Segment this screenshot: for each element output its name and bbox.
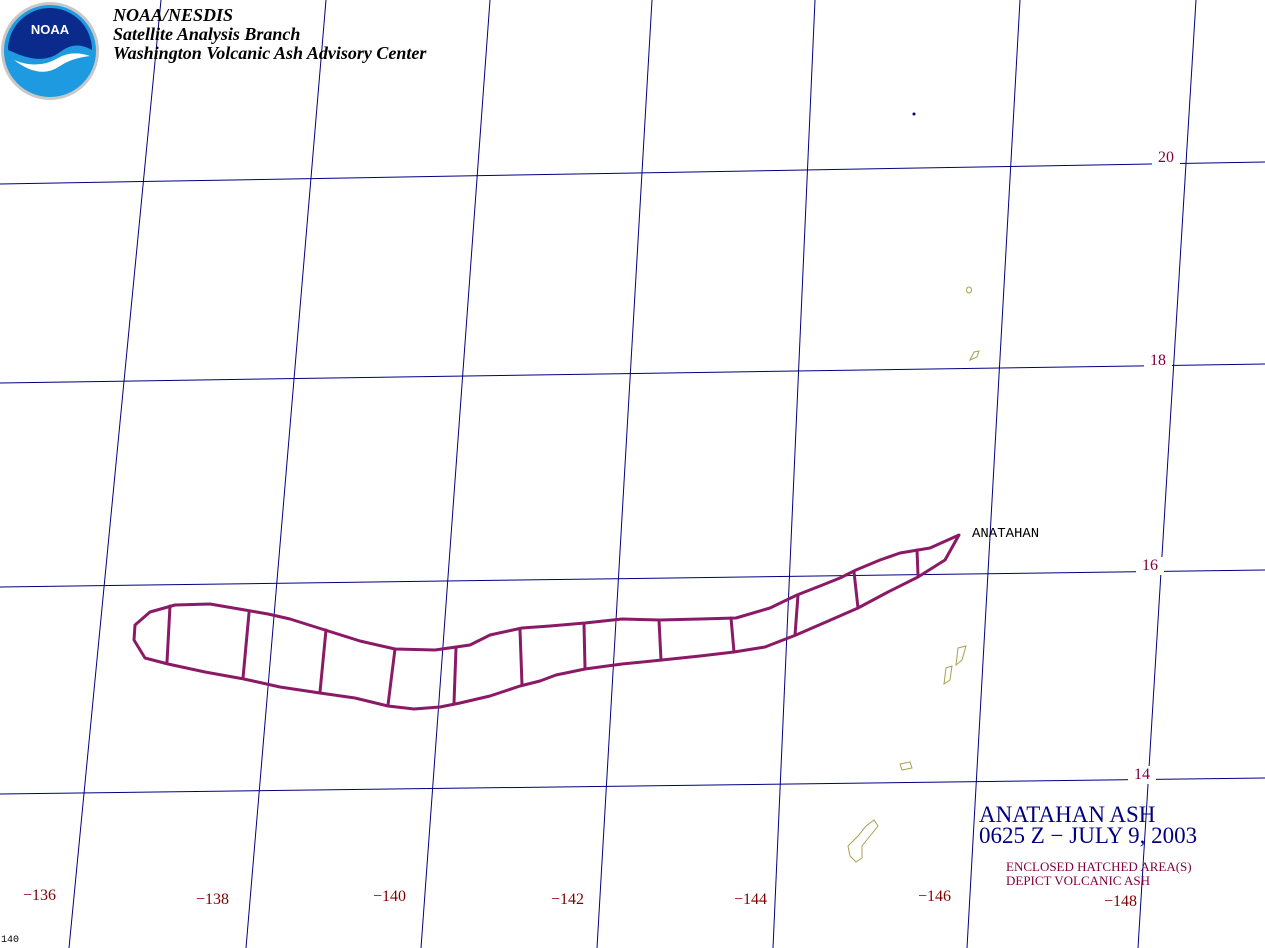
ash-plume-outline [132, 533, 961, 711]
hatch-line [582, 622, 587, 670]
island-guam [847, 819, 879, 863]
hatch-line [386, 647, 397, 707]
hatch-line [318, 628, 328, 694]
header-center: Washington Volcanic Ash Advisory Center [113, 43, 427, 63]
noaa-logo-text: NOAA [31, 22, 70, 37]
lon-line-148 [1137, 0, 1197, 948]
header-agency: NOAA/NESDIS [113, 5, 234, 25]
lon-line-146 [966, 0, 1021, 948]
island-north [912, 112, 916, 116]
latitude-grid [0, 161, 1265, 795]
lon-line-144 [772, 0, 816, 948]
lon-label-140: −140 [373, 888, 407, 905]
island-tinian [943, 665, 953, 686]
hatch-line [852, 570, 860, 610]
ash-hatch-lines [165, 548, 920, 707]
lat-line-16 [0, 569, 1265, 588]
lon-label-136: −136 [23, 887, 57, 904]
lon-label-144: −144 [734, 891, 768, 908]
lat-line-18 [0, 363, 1265, 384]
lat-label-14: 14 [1128, 766, 1156, 784]
noaa-logo-top [8, 8, 92, 59]
lon-line-140 [420, 0, 491, 948]
hatch-line [241, 611, 251, 680]
lon-line-138 [245, 0, 327, 948]
lon-label-146: −146 [918, 888, 952, 905]
island-rota [899, 761, 913, 771]
volcano-label: ANATAHAN [972, 526, 1040, 542]
lat-label-18: 18 [1144, 352, 1172, 370]
lon-label-142: −142 [551, 891, 585, 908]
noaa-logo: NOAA [1, 2, 99, 100]
lon-label-148: −148 [1104, 893, 1138, 910]
advisory-time: 0625 Z − JULY 9, 2003 [979, 823, 1198, 848]
hatch-line [793, 593, 800, 637]
hatch-line [165, 604, 172, 664]
lat-label-16: 16 [1136, 557, 1164, 575]
island-saipan [955, 645, 967, 667]
hatch-line [452, 646, 458, 705]
lat-line-20 [0, 161, 1265, 185]
lon-line-142 [596, 0, 653, 948]
hatch-line [657, 618, 663, 662]
header-branch: Satellite Analysis Branch [113, 24, 301, 44]
hatch-line [729, 616, 736, 654]
islands [847, 112, 980, 863]
note-line-1: ENCLOSED HATCHED AREA(S) [1006, 859, 1192, 874]
lat-label-20: 20 [1152, 149, 1180, 167]
island-alamagan [968, 350, 980, 361]
lat-line-14 [0, 777, 1265, 795]
hatch-line [518, 628, 524, 687]
longitude-grid [68, 0, 1197, 948]
note-line-2: DEPICT VOLCANIC ASH [1006, 873, 1150, 888]
lon-label-138: −138 [196, 891, 230, 908]
hatch-line [915, 548, 920, 577]
ash-plume [132, 533, 961, 711]
advisory-title: ANATAHAN ASH [979, 802, 1156, 827]
island-pagan-small [966, 286, 972, 294]
lon-line-136 [68, 0, 162, 948]
noaa-logo-wave [14, 53, 90, 72]
corner-label: 140 [1, 935, 20, 946]
